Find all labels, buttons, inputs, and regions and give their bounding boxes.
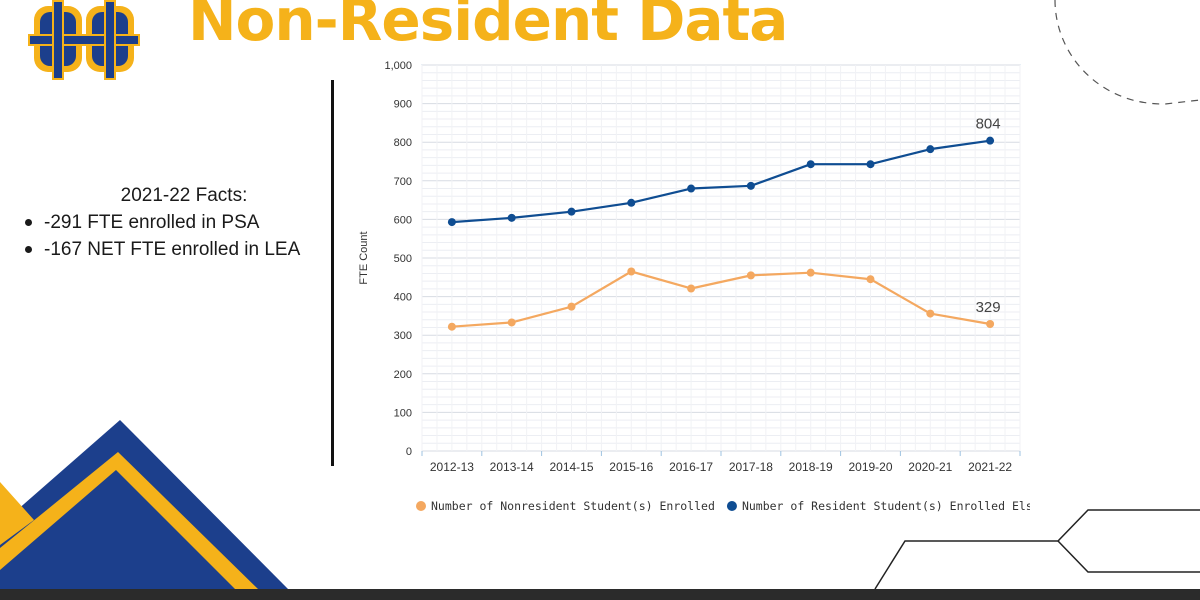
y-tick-label: 600: [394, 214, 412, 226]
facts-panel: 2021-22 Facts: -291 FTE enrolled in PSA …: [22, 182, 332, 263]
data-point: [447, 218, 456, 227]
y-tick-label: 1,000: [384, 60, 412, 72]
line-chart: 0 100 200 300 400 500 600 700 800 900 1,000 2012-13…: [358, 60, 1030, 513]
slide-title: Non-Resident Data: [188, 0, 788, 54]
x-tick-label: 2018-19: [789, 460, 833, 474]
deco-hexagon-outline: [874, 509, 1200, 590]
y-tick-label: 900: [394, 99, 412, 111]
legend-label: Number of Resident Student(s) Enrolled E…: [742, 499, 1030, 513]
y-axis-label: FTE Count: [358, 231, 370, 284]
legend-marker: [726, 501, 737, 511]
facts-heading: 2021-22 Facts:: [120, 185, 248, 206]
legend-label: Number of Nonresident Student(s) Enrolle…: [431, 499, 715, 513]
x-tick-label: 2015-16: [609, 460, 653, 474]
x-tick-label: 2021-22: [968, 460, 1012, 474]
bottom-bar: [0, 589, 1200, 600]
data-point: [567, 207, 576, 216]
deco-hexagon-outline-2: [1057, 540, 1200, 573]
data-point: [687, 284, 696, 293]
data-point: [627, 198, 636, 207]
y-tick-label: 500: [394, 253, 412, 265]
y-tick-label: 700: [394, 176, 412, 188]
data-point: [866, 275, 875, 284]
data-point: [746, 271, 755, 280]
series-line: [451, 139, 991, 224]
x-tick-label: 2019-20: [848, 460, 892, 474]
x-tick-label: 2012-13: [430, 460, 474, 474]
x-tick-label: 2013-14: [490, 460, 534, 474]
data-label: 329: [976, 299, 1001, 316]
data-point: [806, 268, 815, 277]
data-point: [507, 213, 516, 222]
school-logo: [28, 0, 140, 80]
x-tick-label: 2020-21: [908, 460, 952, 474]
y-tick-label: 400: [394, 292, 412, 304]
legend-marker: [416, 501, 426, 511]
fact-item: -291 FTE enrolled in PSA: [22, 209, 332, 236]
data-point: [746, 181, 755, 190]
y-tick-label: 200: [394, 369, 412, 381]
deco-dashed-arc: [1054, 0, 1200, 105]
data-point: [806, 160, 815, 169]
data-point: [627, 267, 636, 276]
x-tick-label: 2017-18: [729, 460, 773, 474]
data-point: [447, 322, 456, 331]
x-tick-label: 2016-17: [669, 460, 713, 474]
facts-list: -291 FTE enrolled in PSA -167 NET FTE en…: [22, 209, 332, 263]
data-point: [926, 309, 935, 318]
y-tick-label: 800: [394, 137, 412, 149]
data-point: [567, 302, 576, 311]
y-tick-label: 0: [406, 446, 412, 458]
x-tick-label: 2014-15: [549, 460, 593, 474]
data-point: [866, 160, 875, 169]
data-point: [507, 318, 516, 327]
data-point: [986, 320, 995, 329]
deco-navy-inner: [0, 470, 235, 589]
series-line: [451, 270, 991, 328]
data-point: [986, 136, 995, 145]
fact-item: -167 NET FTE enrolled in LEA: [22, 236, 332, 263]
vertical-divider: [331, 80, 334, 466]
data-label: 804: [976, 116, 1001, 133]
data-point: [687, 184, 696, 193]
deco-gold-stripe: [0, 482, 34, 545]
y-tick-label: 100: [394, 407, 412, 419]
data-point: [926, 145, 935, 154]
y-tick-label: 300: [394, 330, 412, 342]
